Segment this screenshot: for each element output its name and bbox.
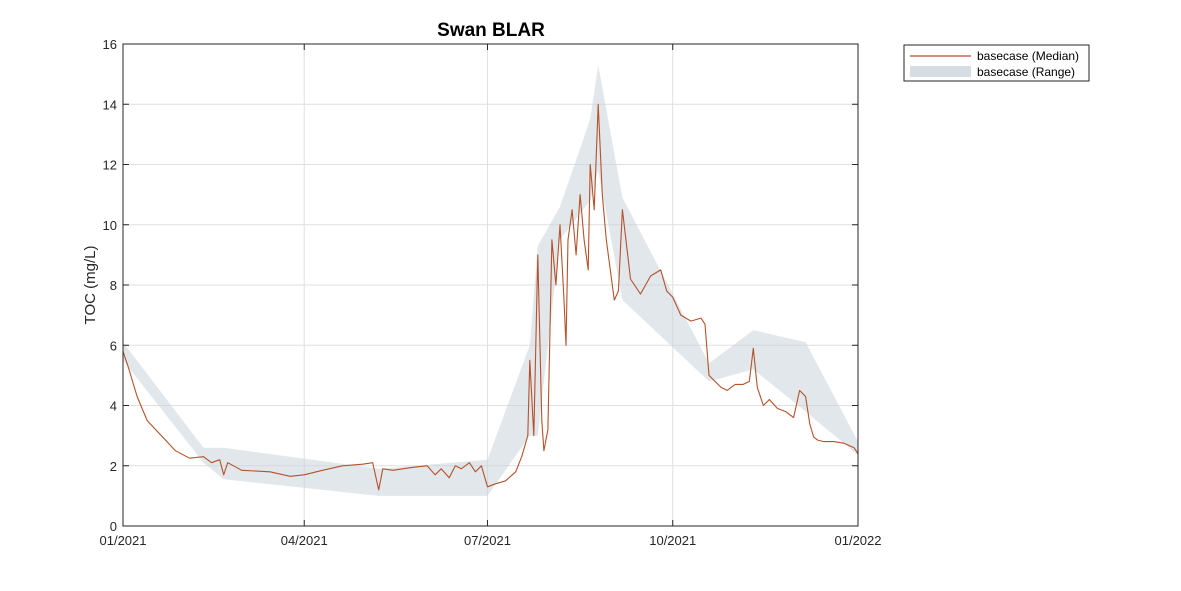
median-line-layer	[122, 103, 859, 491]
x-tick-label: 07/2021	[464, 533, 511, 548]
legend: basecase (Median) basecase (Range)	[903, 44, 1090, 82]
y-tick-label: 4	[110, 399, 117, 414]
range-band-layer	[123, 65, 858, 496]
legend-median-label: basecase (Median)	[977, 49, 1079, 63]
y-tick-labels: 0 2 4 6 8 10 12 14 16	[103, 37, 117, 534]
y-tick-label: 6	[110, 338, 117, 353]
y-tick-label: 8	[110, 278, 117, 293]
legend-box	[903, 44, 1090, 82]
legend-range-swatch	[910, 66, 971, 77]
x-tick-label: 01/2021	[100, 533, 147, 548]
x-tick-label: 10/2021	[649, 533, 696, 548]
x-tick-labels: 01/2021 04/2021 07/2021 10/2021 01/2022	[100, 533, 882, 548]
x-tick-label: 01/2022	[835, 533, 882, 548]
y-tick-label: 2	[110, 459, 117, 474]
y-tick-label: 0	[110, 519, 117, 534]
y-tick-label: 10	[103, 218, 117, 233]
y-tick-label: 12	[103, 158, 117, 173]
axis-ticks	[122, 43, 859, 527]
median-series-line	[122, 103, 859, 491]
x-tick-label: 04/2021	[281, 533, 328, 548]
legend-range-label: basecase (Range)	[977, 65, 1075, 79]
chart-title: Swan BLAR	[437, 20, 545, 41]
y-tick-label: 14	[103, 97, 117, 112]
y-tick-label: 16	[103, 37, 117, 52]
range-band	[123, 65, 858, 496]
y-axis-label: TOC (mg/L)	[82, 246, 99, 325]
